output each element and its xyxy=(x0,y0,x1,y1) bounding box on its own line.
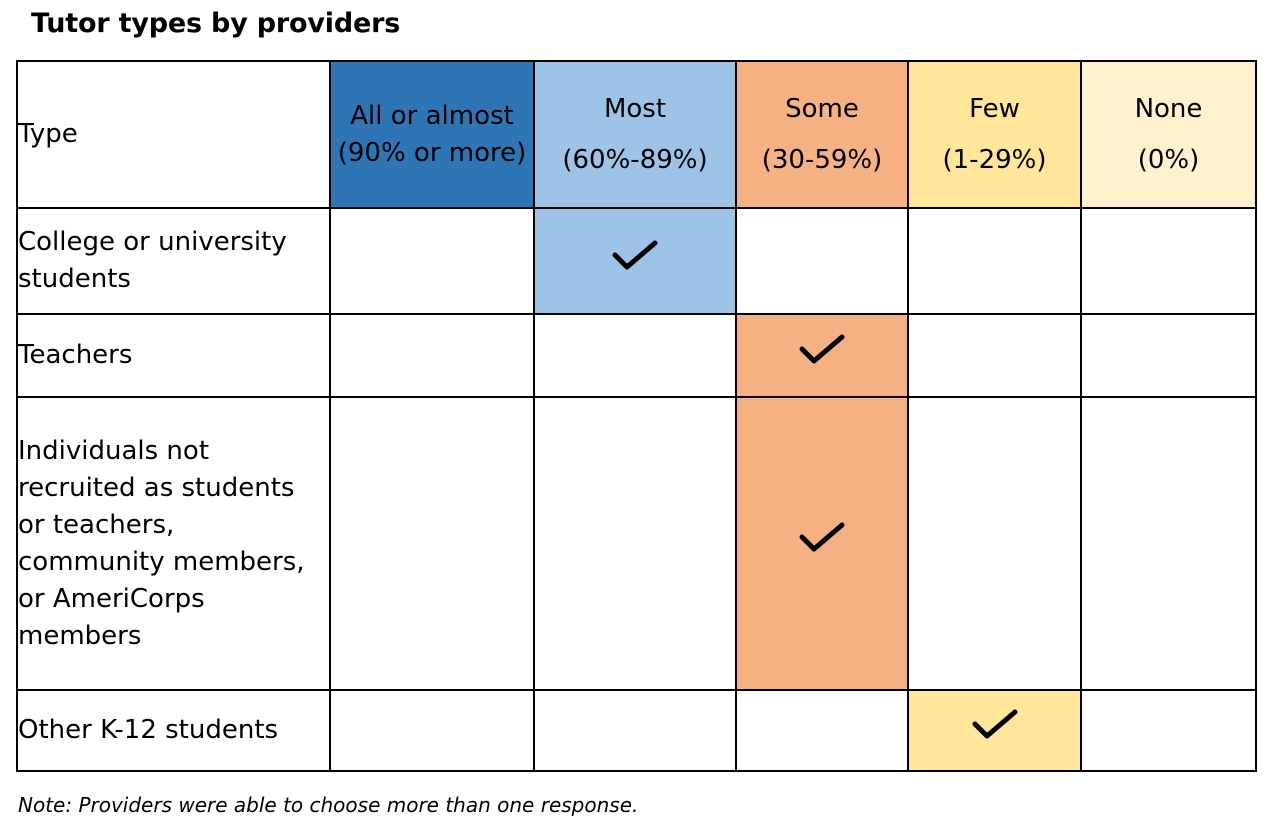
header-most: Most (60%-89%) xyxy=(533,60,737,209)
empty-cell xyxy=(1080,313,1257,398)
header-type: Type xyxy=(16,60,331,209)
header-none: None (0%) xyxy=(1080,60,1257,209)
header-label: All or almost xyxy=(350,100,514,131)
empty-cell xyxy=(533,396,737,691)
header-range: (30-59%) xyxy=(761,144,883,175)
empty-cell xyxy=(329,313,535,398)
table-body: College or university students Teachers In… xyxy=(16,207,1257,772)
header-label: Most xyxy=(603,93,667,124)
empty-cell xyxy=(1080,689,1257,772)
header-few: Few (1-29%) xyxy=(907,60,1082,209)
row-type-label: Teachers xyxy=(16,313,331,398)
empty-cell xyxy=(533,313,737,398)
row-type-label: Other K-12 students xyxy=(16,689,331,772)
table-row: Teachers xyxy=(16,313,1257,398)
empty-cell xyxy=(329,396,535,691)
empty-cell xyxy=(907,207,1082,315)
checkmark-icon xyxy=(970,706,1020,744)
table-row: Individuals not recruited as students or… xyxy=(16,396,1257,691)
empty-cell xyxy=(1080,396,1257,691)
empty-cell xyxy=(907,313,1082,398)
selected-cell xyxy=(533,207,737,315)
header-range: (0%) xyxy=(1137,144,1200,175)
header-label: Few xyxy=(969,93,1020,124)
tutor-types-table: Type All or almost (90% or more) Most (6… xyxy=(16,60,1257,772)
empty-cell xyxy=(735,207,909,315)
empty-cell xyxy=(907,396,1082,691)
table-row: Other K-12 students xyxy=(16,689,1257,772)
header-range: (1-29%) xyxy=(942,144,1047,175)
row-type-label: College or university students xyxy=(16,207,331,315)
header-label: Some xyxy=(785,93,859,124)
empty-cell xyxy=(329,689,535,772)
checkmark-icon xyxy=(797,519,847,557)
empty-cell xyxy=(735,689,909,772)
table-row: College or university students xyxy=(16,207,1257,315)
header-row: Type All or almost (90% or more) Most (6… xyxy=(16,60,1257,209)
header-range: (60%-89%) xyxy=(562,144,708,175)
footnote: Note: Providers were able to choose more… xyxy=(18,793,639,817)
header-range: (90% or more) xyxy=(337,137,527,168)
header-label: None xyxy=(1134,93,1203,124)
selected-cell xyxy=(735,313,909,398)
header-some: Some (30-59%) xyxy=(735,60,909,209)
checkmark-icon xyxy=(797,331,847,369)
empty-cell xyxy=(1080,207,1257,315)
selected-cell xyxy=(907,689,1082,772)
row-type-label: Individuals not recruited as students or… xyxy=(16,396,331,691)
checkmark-icon xyxy=(610,237,660,275)
page-title: Tutor types by providers xyxy=(31,8,401,39)
selected-cell xyxy=(735,396,909,691)
header-all-or-almost: All or almost (90% or more) xyxy=(329,60,535,209)
empty-cell xyxy=(533,689,737,772)
empty-cell xyxy=(329,207,535,315)
